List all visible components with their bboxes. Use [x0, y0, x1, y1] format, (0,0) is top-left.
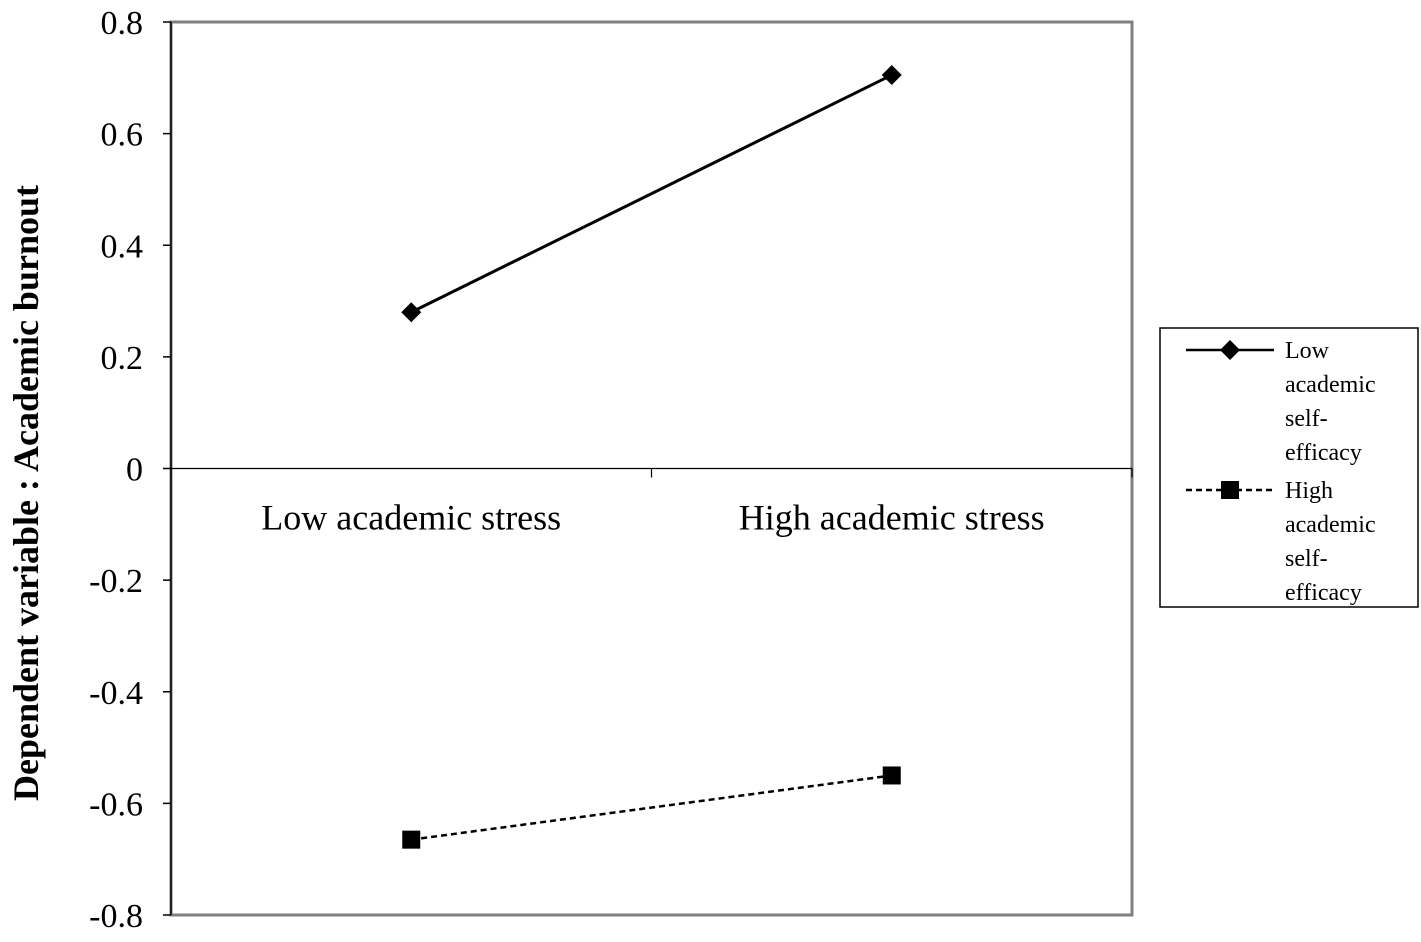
series-1 — [401, 65, 902, 323]
data-point — [881, 65, 902, 86]
y-tick-label: -0.8 — [89, 898, 143, 935]
x-category-label: Low academic stress — [261, 498, 561, 538]
x-axis: Low academic stress High academic stress — [170, 467, 1133, 538]
legend-label: self- — [1285, 546, 1328, 572]
legend: Low academic self-efficacy High academic self… — [1159, 327, 1419, 608]
y-tick-label: 0.8 — [101, 5, 144, 42]
legend-marker — [1220, 340, 1240, 360]
series-layer — [401, 65, 902, 849]
series-line — [411, 774, 892, 841]
y-tick-label: 0.4 — [101, 228, 144, 265]
legend-entry: Low academic self-efficacy — [1186, 338, 1376, 466]
series-2 — [402, 766, 901, 849]
y-tick-label: -0.4 — [89, 675, 143, 712]
legend-entry: High academic self-efficacy — [1186, 478, 1376, 606]
y-tick-label: 0.6 — [101, 117, 144, 154]
data-point — [401, 302, 422, 323]
x-category-label: High academic stress — [739, 498, 1045, 538]
legend-label: self- — [1285, 406, 1328, 432]
legend-label: academic — [1285, 372, 1376, 398]
data-point — [882, 766, 901, 785]
series-line — [410, 73, 893, 314]
y-tick-label: -0.2 — [89, 563, 143, 600]
y-tick-label: 0.2 — [101, 340, 144, 377]
legend-label: academic — [1285, 512, 1376, 538]
y-tick-label: 0 — [126, 452, 143, 489]
legend-box — [1159, 327, 1419, 608]
legend-label: efficacy — [1285, 580, 1362, 606]
y-axis-label: Dependent variable : Academic burnout — [6, 185, 46, 801]
legend-label: Low — [1285, 338, 1330, 364]
data-point — [402, 830, 421, 849]
legend-label: High — [1285, 478, 1333, 504]
legend-marker — [1221, 481, 1239, 499]
y-axis: 0.8 0.6 0.4 0.2 0 -0.2 -0.4 -0.6 -0.8 — [89, 5, 172, 935]
legend-label: efficacy — [1285, 440, 1362, 466]
y-tick-label: -0.6 — [89, 786, 143, 823]
